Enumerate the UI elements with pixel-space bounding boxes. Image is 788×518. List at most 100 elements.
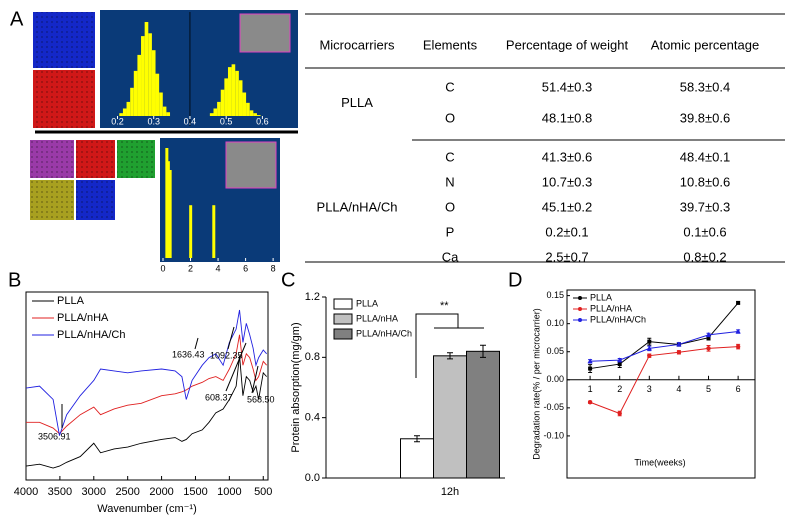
annotation: 608.37 xyxy=(205,392,233,402)
point xyxy=(617,362,622,367)
spectrum-bar xyxy=(159,92,163,116)
table-header: Microcarriers xyxy=(319,37,395,52)
legend-label: PLLA/nHA/Ch xyxy=(356,328,412,338)
x-axis-label: Wavenumber (cm⁻¹) xyxy=(97,503,197,515)
table-cell: 0.2±0.1 xyxy=(545,224,588,239)
legend-label: PLLA/nHA xyxy=(356,313,398,323)
x-tick-label: 1500 xyxy=(183,486,207,498)
x-tick-label: 0.3 xyxy=(147,116,160,126)
spectrum-bar xyxy=(213,108,218,116)
x-tick-label: 8 xyxy=(271,263,276,273)
eds-maps xyxy=(30,12,155,220)
spectrum-bar xyxy=(256,115,261,116)
point xyxy=(736,300,741,305)
panel-label: B xyxy=(8,269,21,291)
point xyxy=(735,344,741,349)
table-cell: P xyxy=(446,224,455,239)
point xyxy=(706,335,711,340)
annotation: 568.50 xyxy=(247,394,275,404)
x-axis-label: Time(weeks) xyxy=(634,457,685,467)
table-cell: C xyxy=(445,79,454,94)
spectrum-bar xyxy=(133,70,138,116)
table-cell: 39.8±0.6 xyxy=(680,110,731,125)
spectrum-bar xyxy=(148,33,152,116)
x-tick-label: 0.4 xyxy=(184,116,197,126)
spectrum-bar xyxy=(246,102,250,116)
point xyxy=(705,332,712,337)
x-tick-label: 4000 xyxy=(14,486,38,498)
x-tick-label: 2 xyxy=(188,263,193,273)
x-tick-label: 2 xyxy=(617,384,622,394)
point xyxy=(676,341,682,347)
series-line xyxy=(590,331,739,362)
spectrum-bar xyxy=(122,108,127,116)
y-axis-label: Degradation rate(% / per microcarrier) xyxy=(531,308,541,460)
x-tick-label: 500 xyxy=(254,486,272,498)
legend-label: PLLA xyxy=(356,298,378,308)
panel-label: A xyxy=(10,8,24,30)
y-tick-label: 0.4 xyxy=(305,412,320,424)
x-tick-label: 2500 xyxy=(115,486,139,498)
x-tick-label: 0 xyxy=(160,263,165,273)
y-tick-label: 0.10 xyxy=(546,318,564,328)
spectrum-bar xyxy=(144,22,149,116)
spectrum-bar xyxy=(130,87,134,116)
spectrum-bar xyxy=(162,106,167,116)
spectrum-bar xyxy=(231,64,236,116)
point xyxy=(735,328,741,334)
legend-label: PLLA/nHA xyxy=(590,303,632,313)
sem-inset xyxy=(239,13,291,53)
y-tick-label: 0.8 xyxy=(305,351,320,363)
panel-label: C xyxy=(281,269,295,291)
point xyxy=(617,357,623,363)
x-tick-label: 4 xyxy=(216,263,221,273)
point xyxy=(646,345,652,351)
x-tick-label: 6 xyxy=(243,263,248,273)
bar xyxy=(433,355,467,479)
point xyxy=(676,350,682,355)
series-line xyxy=(589,346,739,415)
series-line xyxy=(25,309,267,436)
legend-label: PLLA/nHA/Ch xyxy=(590,314,646,324)
spectrum-bar xyxy=(212,205,216,258)
spectrum-bar xyxy=(137,54,142,116)
annotation-arrow xyxy=(227,326,235,350)
spectrum-bar xyxy=(126,101,131,116)
spectrum-bar xyxy=(168,170,172,258)
table-cell: 41.3±0.6 xyxy=(542,149,593,164)
point xyxy=(647,353,652,358)
x-tick-label: 3 xyxy=(647,384,652,394)
point xyxy=(706,346,711,351)
y-tick-label: 0.15 xyxy=(546,290,564,300)
table-header: Percentage of weight xyxy=(506,37,629,52)
spectrum-bar xyxy=(224,78,228,116)
annotation-arrow xyxy=(225,342,247,392)
legend-label: PLLA/nHA/Ch xyxy=(57,329,125,341)
x-tick-label: 0.5 xyxy=(220,116,233,126)
plot-frame xyxy=(25,291,269,481)
legend-swatch xyxy=(333,313,353,325)
annotation: 1092.35 xyxy=(210,350,243,360)
spectrum-bar xyxy=(253,113,257,116)
spectrum-bar xyxy=(151,50,156,117)
bar xyxy=(466,350,500,479)
panel-label: D xyxy=(508,269,522,291)
point xyxy=(617,411,622,416)
annotation-arrow xyxy=(194,337,199,350)
annotation: 1636.43 xyxy=(172,349,205,359)
y-tick-label: 0.05 xyxy=(546,346,564,356)
spectrum-bar xyxy=(119,113,123,116)
table-cell: C xyxy=(445,149,454,164)
spectrum-bar xyxy=(166,161,170,258)
legend-marker xyxy=(578,318,582,322)
y-tick-label: 1.2 xyxy=(305,291,320,303)
spectrum-bar xyxy=(249,110,254,116)
x-tick-label: 6 xyxy=(736,384,741,394)
y-tick-label: -0.10 xyxy=(543,430,564,440)
table-group: PLLA/nHA/Ch xyxy=(317,199,398,214)
sem-inset xyxy=(225,141,277,189)
y-tick-label: 0.00 xyxy=(546,374,564,384)
table-cell: 0.8±0.2 xyxy=(683,249,726,264)
spectrum-bar xyxy=(238,80,243,116)
